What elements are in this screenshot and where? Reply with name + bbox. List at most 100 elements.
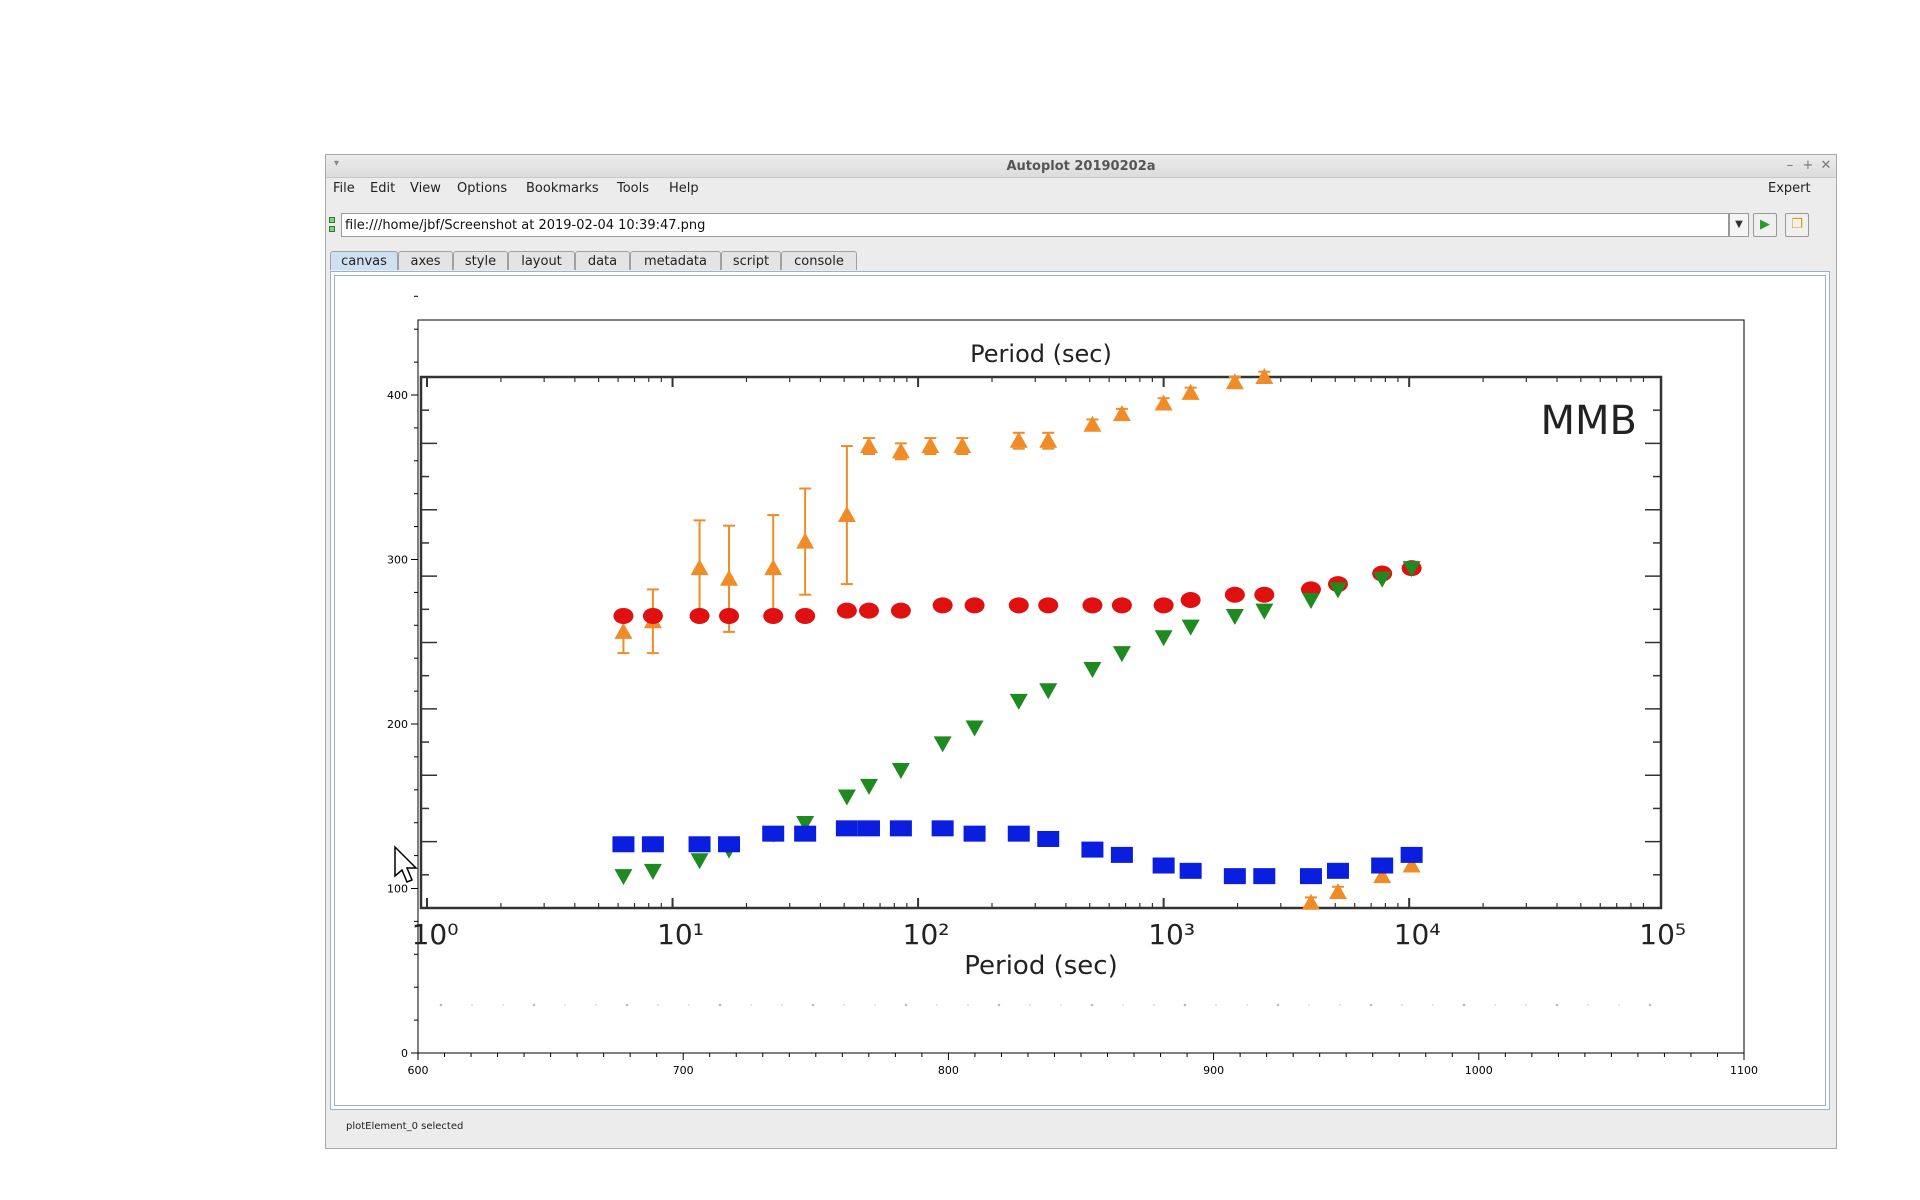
data-point-orange — [1009, 431, 1028, 448]
embedded-artifact — [657, 1004, 659, 1006]
data-point-blue — [889, 820, 912, 837]
data-point-blue — [762, 825, 785, 842]
embedded-artifact — [1029, 1004, 1031, 1006]
data-point-blue — [1152, 857, 1175, 874]
data-point-green — [933, 736, 952, 753]
tab-canvas[interactable]: canvas — [330, 251, 398, 270]
close-icon[interactable]: ✕ — [1820, 158, 1832, 173]
data-point-blue — [1400, 846, 1423, 863]
data-point-orange — [859, 437, 878, 454]
embedded-x-tick-label: 10⁴ — [1394, 918, 1441, 951]
tab-axes[interactable]: axes — [398, 251, 453, 270]
embedded-artifact — [1618, 1004, 1620, 1006]
data-point-green — [643, 863, 662, 880]
data-point-red — [689, 607, 710, 624]
data-point-green — [1181, 619, 1200, 636]
embedded-artifact — [1246, 1004, 1248, 1006]
data-point-red — [836, 602, 857, 619]
data-point-green — [1255, 603, 1274, 620]
data-point-orange — [1402, 856, 1421, 873]
data-point-blue — [1326, 862, 1349, 879]
go-button[interactable]: ▶ — [1753, 213, 1777, 237]
embedded-artifact — [843, 1004, 845, 1006]
data-point-blue — [1299, 868, 1322, 885]
data-point-blue — [835, 820, 858, 837]
tab-layout[interactable]: layout — [508, 251, 575, 270]
embedded-artifact — [1432, 1004, 1434, 1006]
embedded-artifact — [564, 1004, 566, 1006]
data-point-blue — [1007, 825, 1030, 842]
embedded-artifact — [595, 1004, 597, 1006]
embedded-artifact — [967, 1004, 969, 1006]
tab-console[interactable]: console — [781, 251, 857, 270]
embedded-artifact — [811, 1003, 815, 1007]
y-tick-label: 400 — [387, 389, 408, 402]
data-point-red — [1180, 592, 1201, 609]
x-tick-label: 1100 — [1730, 1064, 1758, 1077]
data-point-orange — [690, 559, 709, 576]
folder-icon: ❐ — [1791, 217, 1803, 232]
data-point-green — [1402, 561, 1421, 578]
data-point-blue — [612, 836, 635, 853]
menu-view[interactable]: View — [410, 181, 441, 196]
browse-button[interactable]: ❐ — [1785, 213, 1809, 237]
plot-canvas[interactable]: 600 700 800 900 1000 1100 0 100 200 300 400 10⁰ 10¹… — [331, 272, 1831, 1111]
embedded-artifact — [471, 1004, 473, 1006]
plot-area — [417, 319, 1745, 1054]
window-menu-icon[interactable]: ▾ — [334, 158, 340, 169]
menu-bookmarks[interactable]: Bookmarks — [526, 181, 599, 196]
data-point-red — [1111, 597, 1132, 614]
embedded-artifact — [688, 1004, 690, 1006]
menu-options[interactable]: Options — [457, 181, 508, 196]
menu-tools[interactable]: Tools — [617, 181, 650, 196]
embedded-artifact — [1555, 1003, 1559, 1007]
tab-data[interactable]: data — [575, 251, 630, 270]
data-point-blue — [641, 836, 664, 853]
embedded-artifact — [781, 1004, 783, 1006]
data-point-red — [964, 597, 985, 614]
embedded-artifact — [502, 1004, 504, 1006]
data-point-red — [763, 607, 784, 624]
data-point-green — [1301, 593, 1320, 610]
data-point-orange — [1112, 405, 1131, 422]
tab-metadata[interactable]: metadata — [630, 251, 721, 270]
minimize-icon[interactable]: – — [1786, 158, 1794, 173]
embedded-artifact — [625, 1003, 629, 1007]
menu-edit[interactable]: Edit — [370, 181, 396, 196]
title-bar[interactable]: ▾ Autoplot 20190202a – + ✕ — [326, 155, 1836, 178]
embedded-x-label: Period (sec) — [964, 951, 1117, 981]
embedded-artifact — [1369, 1003, 1373, 1007]
data-point-red — [719, 607, 740, 624]
embedded-artifact — [1215, 1004, 1217, 1006]
data-point-orange — [1039, 431, 1058, 448]
data-point-red — [1038, 597, 1059, 614]
url-history-dropdown[interactable]: ▼ — [1729, 213, 1749, 237]
data-point-blue — [1223, 868, 1246, 885]
data-point-green — [837, 789, 856, 806]
data-point-green — [891, 762, 910, 779]
window-title: Autoplot 20190202a — [1006, 159, 1156, 174]
data-point-orange — [1181, 383, 1200, 400]
embedded-artifact — [439, 1003, 443, 1007]
outer-axes: 600 700 800 900 1000 1100 0 100 200 300 400 — [387, 295, 1758, 1077]
data-point-red — [1082, 597, 1103, 614]
tab-script[interactable]: script — [721, 251, 781, 270]
data-point-orange — [953, 437, 972, 454]
mouse-pointer-icon — [394, 845, 418, 883]
data-point-green — [796, 816, 815, 833]
data-point-red — [858, 602, 879, 619]
url-input[interactable] — [341, 213, 1729, 237]
x-tick-label: 700 — [673, 1064, 694, 1077]
data-point-green — [1083, 662, 1102, 679]
data-point-blue — [1110, 846, 1133, 863]
data-point-orange — [1301, 893, 1320, 910]
tab-style[interactable]: style — [453, 251, 508, 270]
embedded-artifact — [1462, 1003, 1466, 1007]
maximize-icon[interactable]: + — [1802, 158, 1814, 173]
menu-file[interactable]: File — [333, 181, 355, 196]
expert-mode-menu[interactable]: Expert — [1768, 181, 1811, 196]
data-point-green — [859, 778, 878, 795]
data-point-red — [613, 607, 634, 624]
data-point-green — [1039, 683, 1058, 700]
menu-help[interactable]: Help — [669, 181, 699, 196]
